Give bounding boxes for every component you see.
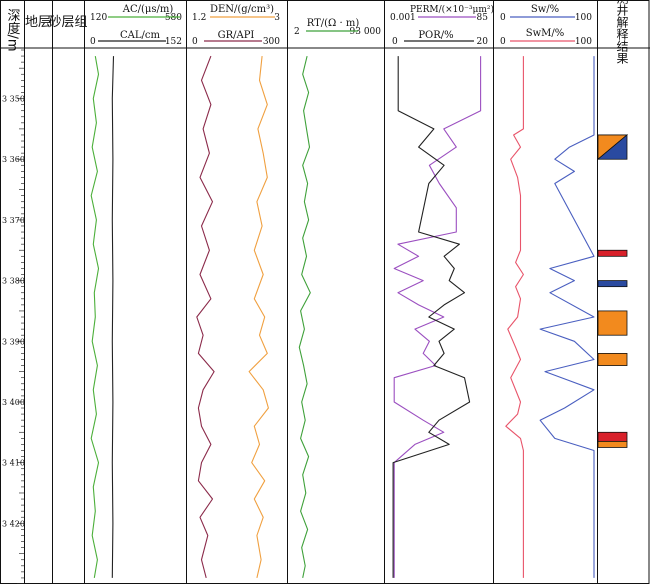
ac-curve [90,56,100,578]
perm-left-scale: 0.001 [390,13,416,23]
test-result-column-header: 射孔段测井解释结果 [615,0,629,64]
interpretation-block [597,440,628,448]
rt-curve [298,55,311,579]
depth-tick-label: 3 410 [2,459,25,468]
gr-curve-label: GR/API [218,30,255,41]
por-left-scale: 0 [392,37,398,47]
depth-tick-label: 3 360 [2,155,25,164]
por-right-scale: 20 [477,37,489,47]
depth-tick-label: 3 350 [2,95,25,104]
den-curve [248,56,269,579]
swm-curve-label: SwM/% [526,28,565,39]
perm-right-scale: 85 [477,13,489,23]
interpretation-block [597,353,628,366]
interpretation-block [597,310,628,336]
sw-curve [539,56,595,578]
perm-curve [393,56,482,578]
legend-lines [98,16,575,42]
depth-tick-label: 3 380 [2,277,25,286]
rt-right-scale: 93 000 [350,27,382,37]
swm-left-scale: 0 [500,37,506,47]
interpretation-block [597,431,628,442]
den-curve-label: DEN/(g/cm³) [210,4,274,15]
perm-curve-label: PERM/(×10⁻³μm²) [410,4,494,15]
gr-right-scale: 300 [263,37,280,47]
depth-axis: 3 350 3 360 3 370 3 380 3 390 3 400 3 410 3 420 [2,49,25,584]
ac-left-scale: 120 [90,13,107,23]
gr-left-scale: 0 [192,37,198,47]
depth-tick-label: 3 390 [2,337,25,346]
cal-curve [111,56,115,578]
sw-left-scale: 0 [500,13,506,23]
por-curve [392,56,471,578]
rt-curve-label: RT/(Ω · m) [307,18,360,29]
ac-right-scale: 580 [165,13,182,23]
gr-curve [196,55,215,579]
rt-left-scale: 2 [294,27,300,37]
sand-group-column-header: 砂层组 [48,15,87,30]
interpretation-column [596,134,629,448]
depth-tick-label: 3 400 [2,398,25,407]
depth-tick-label: 3 420 [2,519,25,528]
log-curves [90,55,595,579]
swm-right-scale: 100 [575,37,592,47]
interpretation-block [596,134,628,160]
sw-right-scale: 100 [575,13,592,23]
cal-right-scale: 152 [165,37,182,47]
interpretation-block [597,280,628,288]
cal-left-scale: 0 [90,37,96,47]
interpretation-block [597,249,628,257]
ac-curve-label: AC/(μs/m) [122,4,174,15]
den-right-scale: 3 [274,13,280,23]
sw-curve-label: Sw/% [531,4,559,15]
swm-curve [505,56,524,578]
formation-column-header: 地层 [25,15,51,30]
den-left-scale: 1.2 [192,13,206,23]
cal-curve-label: CAL/cm [120,30,160,41]
depth-column-header: 深度/m [5,8,21,51]
depth-tick-label: 3 370 [2,216,25,225]
por-curve-label: POR/% [418,30,453,41]
